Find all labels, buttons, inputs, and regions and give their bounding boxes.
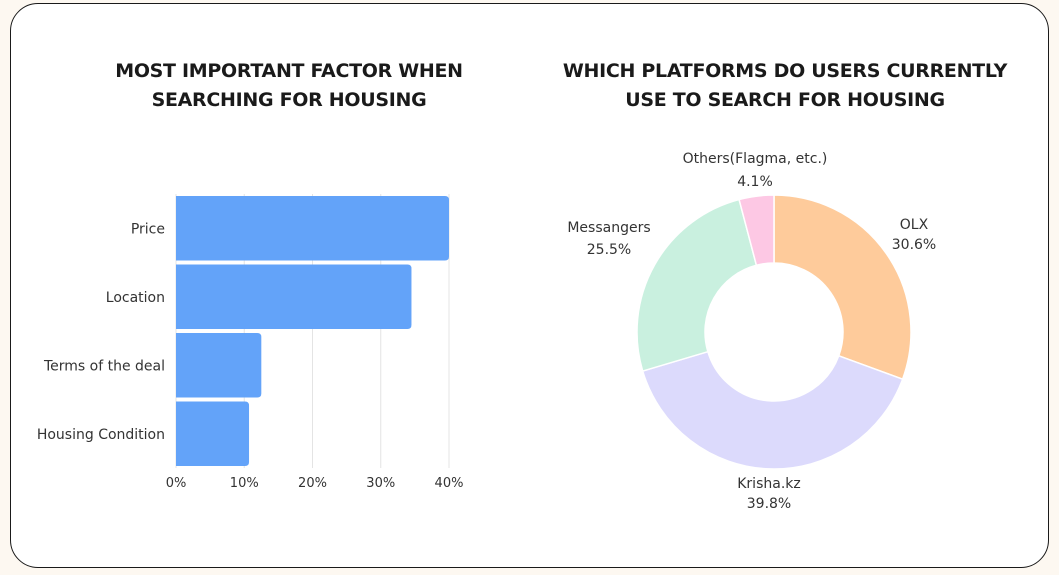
donut-chart: OLX 30.6% Krisha.kz 39.8% Messangers 25.5% Oth… <box>567 151 936 512</box>
donut-chart-title-line1: WHICH PLATFORMS DO USERS CURRENTLY <box>562 60 1008 82</box>
slice-value-label: 30.6% <box>892 237 936 253</box>
donut-chart-title: WHICH PLATFORMS DO USERS CURRENTLY USE T… <box>540 57 1030 115</box>
slice-label: Messangers <box>567 220 650 236</box>
slice-value-label: 4.1% <box>737 174 773 190</box>
donut-slice <box>738 194 775 267</box>
bar <box>176 264 412 329</box>
donut-chart-title-line2: USE TO SEARCH FOR HOUSING <box>625 89 945 111</box>
y-category-label: Housing Condition <box>37 427 165 443</box>
y-category-label: Price <box>131 221 165 237</box>
bar-chart-title: MOST IMPORTANT FACTOR WHEN SEARCHING FOR… <box>60 57 518 115</box>
y-category-label: Terms of the deal <box>43 358 165 374</box>
bar <box>176 401 250 466</box>
bar-chart: 0% 10% 20% 30% 40% Price Location Terms of the … <box>37 194 464 491</box>
bar-chart-title-line2: SEARCHING FOR HOUSING <box>151 89 427 111</box>
x-tick-label: 0% <box>166 476 187 491</box>
donut-slice <box>641 350 904 470</box>
y-category-label: Location <box>106 290 165 306</box>
x-tick-label: 20% <box>298 476 327 491</box>
slice-label: Others(Flagma, etc.) <box>683 151 828 167</box>
bar <box>176 196 449 261</box>
donut-slice <box>773 194 912 381</box>
bar-chart-title-line1: MOST IMPORTANT FACTOR WHEN <box>115 60 463 82</box>
x-tick-label: 10% <box>230 476 259 491</box>
slice-value-label: 39.8% <box>747 496 791 512</box>
slice-label: Krisha.kz <box>737 476 800 492</box>
bar <box>176 333 262 398</box>
x-tick-label: 30% <box>366 476 395 491</box>
x-tick-label: 40% <box>435 476 464 491</box>
slice-label: OLX <box>900 217 929 233</box>
donut-slice <box>636 198 758 372</box>
slice-value-label: 25.5% <box>587 242 631 258</box>
